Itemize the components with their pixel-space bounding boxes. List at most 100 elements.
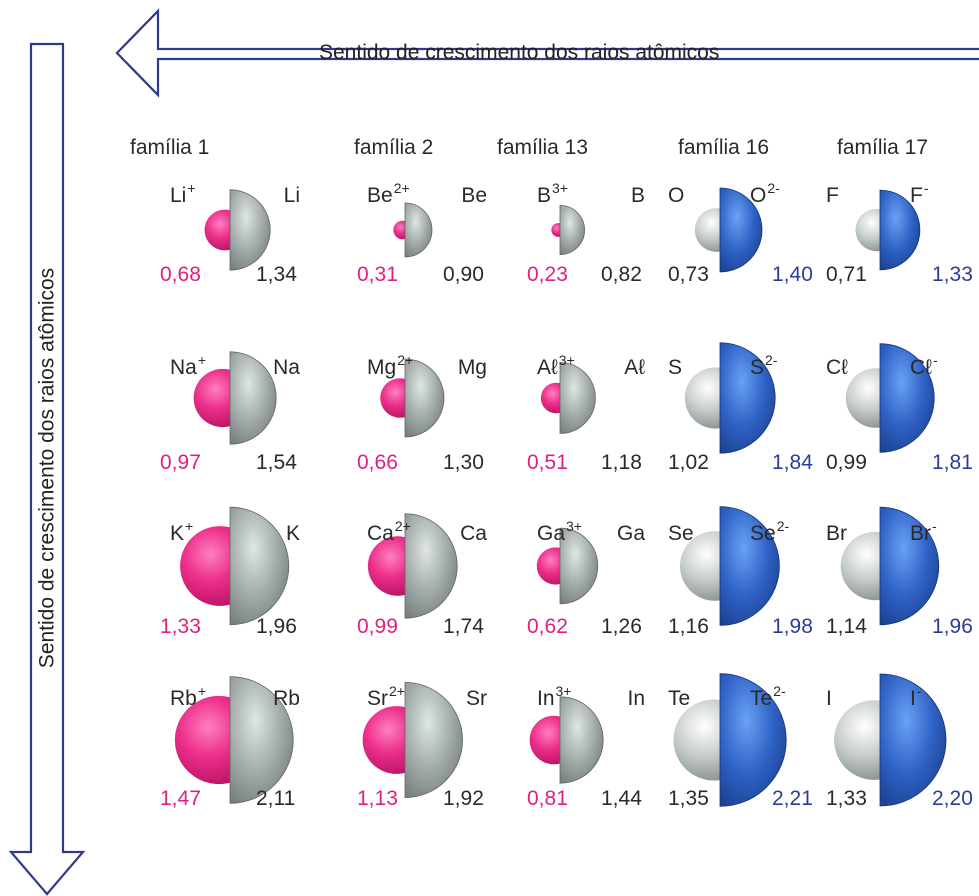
ion-label-symbol: Aℓ	[537, 356, 558, 379]
atom-radius-value: 1,30	[443, 451, 484, 474]
atom-label-symbol: K	[285, 522, 300, 545]
atom-label: Aℓ	[624, 357, 645, 378]
ion-label-charge: 3+	[552, 180, 568, 196]
ion-label-symbol: K	[170, 522, 185, 545]
ion-label-charge: +	[185, 518, 194, 534]
atom-shell	[404, 202, 433, 258]
vertical-arrow-label: Sentido de crescimento dos raios atômico…	[35, 267, 59, 669]
ion-radius-value: 1,96	[932, 615, 973, 638]
ion-label: F-	[910, 181, 929, 207]
atom-shell	[559, 527, 599, 605]
atom-radius-value: 1,35	[668, 787, 709, 810]
ion-label-charge: 2+	[389, 683, 405, 699]
atom-radius-value: 1,74	[443, 615, 484, 638]
anion-shell	[879, 673, 947, 807]
family-label: família 16	[678, 136, 770, 159]
ion-radius-value: 1,84	[772, 451, 813, 474]
atom-label: Cℓ	[826, 357, 848, 378]
atom-shell	[229, 189, 271, 271]
ion-label-charge: 2-	[776, 518, 790, 534]
atom-radius-value: 1,26	[601, 615, 642, 638]
atom-radius-value: 0,71	[826, 263, 867, 286]
atom-label: S	[668, 357, 682, 378]
ion-radius-value: 0,31	[357, 263, 398, 286]
ion-radius-value: 1,33	[160, 615, 201, 638]
atom-label-symbol: Br	[826, 522, 847, 545]
ion-radius-value: 1,40	[772, 263, 813, 286]
atom-radius-value: 0,99	[826, 451, 867, 474]
atom-shell	[559, 204, 585, 256]
atom-label-symbol: Te	[668, 687, 691, 710]
atom-label-symbol: O	[668, 184, 685, 207]
ion-label-charge: 2+	[393, 180, 410, 196]
ion-label-charge: 2-	[767, 180, 780, 196]
ion-label-charge: 2+	[394, 518, 411, 534]
atom-label: B	[631, 185, 645, 206]
atom-label-symbol: Se	[668, 522, 694, 545]
ion-radius-value: 0,99	[357, 615, 398, 638]
atom-shell	[404, 358, 445, 438]
atom-radius-value: 0,82	[601, 263, 642, 286]
ion-radius-value: 0,97	[160, 451, 201, 474]
atom-radius-value: 1,54	[256, 451, 297, 474]
ion-label-symbol: F	[910, 184, 923, 207]
ion-label-charge: 2-	[765, 352, 778, 368]
atom-label: K	[286, 523, 300, 544]
ion-label: I-	[910, 684, 922, 709]
ion-radius-value: 1,81	[932, 451, 973, 474]
atom-label-symbol: Ca	[460, 522, 487, 545]
atom-label-symbol: Rb	[273, 687, 300, 710]
atom-radius-value: 1,92	[443, 787, 484, 810]
atom-shell	[404, 681, 463, 799]
ion-radius-value: 0,68	[160, 263, 201, 286]
ion-label-charge: -	[932, 352, 938, 368]
ion-radius-value: 0,23	[527, 263, 568, 286]
atom-label: Rb	[273, 688, 300, 709]
atom-label-symbol: Li	[283, 184, 300, 207]
ion-label: Sr2+	[367, 684, 405, 709]
ion-radius-value: 0,51	[527, 451, 568, 474]
atom-radius-value: 1,18	[601, 451, 642, 474]
ion-label-symbol: Br	[910, 522, 931, 545]
ion-label-symbol: Na	[170, 356, 197, 379]
ion-radius-value: 2,21	[772, 787, 813, 810]
ion-label-charge: 3+	[558, 352, 575, 368]
ion-label: Ca2+	[367, 519, 411, 544]
atom-label: I	[826, 688, 832, 709]
atom-radius-value: 1,16	[668, 615, 709, 638]
ion-label-charge: -	[923, 180, 929, 196]
atom-shell	[229, 676, 294, 804]
ion-label-symbol: Mg	[367, 356, 397, 379]
ion-label-symbol: Li	[170, 184, 187, 207]
ion-label: B3+	[537, 181, 568, 206]
ion-radius-value: 1,47	[160, 787, 201, 810]
ion-label: Ga3+	[537, 519, 582, 545]
atom-label-symbol: Sr	[466, 687, 487, 710]
atom-label-symbol: Na	[273, 356, 300, 379]
horizontal-arrow-label: Sentido de crescimento dos raios atômico…	[319, 41, 720, 64]
atom-label-symbol: Mg	[457, 356, 487, 379]
atom-radius-value: 0,73	[668, 263, 709, 286]
ion-label: O2-	[750, 181, 780, 206]
ion-label-symbol: Rb	[170, 687, 197, 710]
atom-label: Ga	[617, 523, 645, 544]
ion-label-charge: 2+	[397, 352, 414, 368]
atom-label-symbol: S	[668, 356, 683, 379]
ion-label: Br-	[910, 519, 937, 545]
ion-label: S2-	[750, 353, 777, 378]
atom-radius-value: 1,34	[256, 263, 297, 286]
ion-label-symbol: Te	[750, 687, 773, 710]
atom-shell	[404, 513, 458, 619]
anion-shell	[879, 189, 921, 271]
ion-radius-value: 2,20	[932, 787, 973, 810]
ion-label-symbol: Ga	[537, 522, 566, 545]
atom-label-symbol: B	[630, 184, 645, 207]
ion-label: Te2-	[750, 684, 786, 710]
ion-label-charge: 3+	[555, 683, 572, 699]
atom-label: Br	[826, 523, 847, 544]
atom-label: Mg	[458, 357, 487, 378]
anion-shell	[879, 343, 935, 453]
ion-radius-value: 0,81	[527, 787, 568, 810]
horizontal-arrow	[115, 8, 979, 98]
